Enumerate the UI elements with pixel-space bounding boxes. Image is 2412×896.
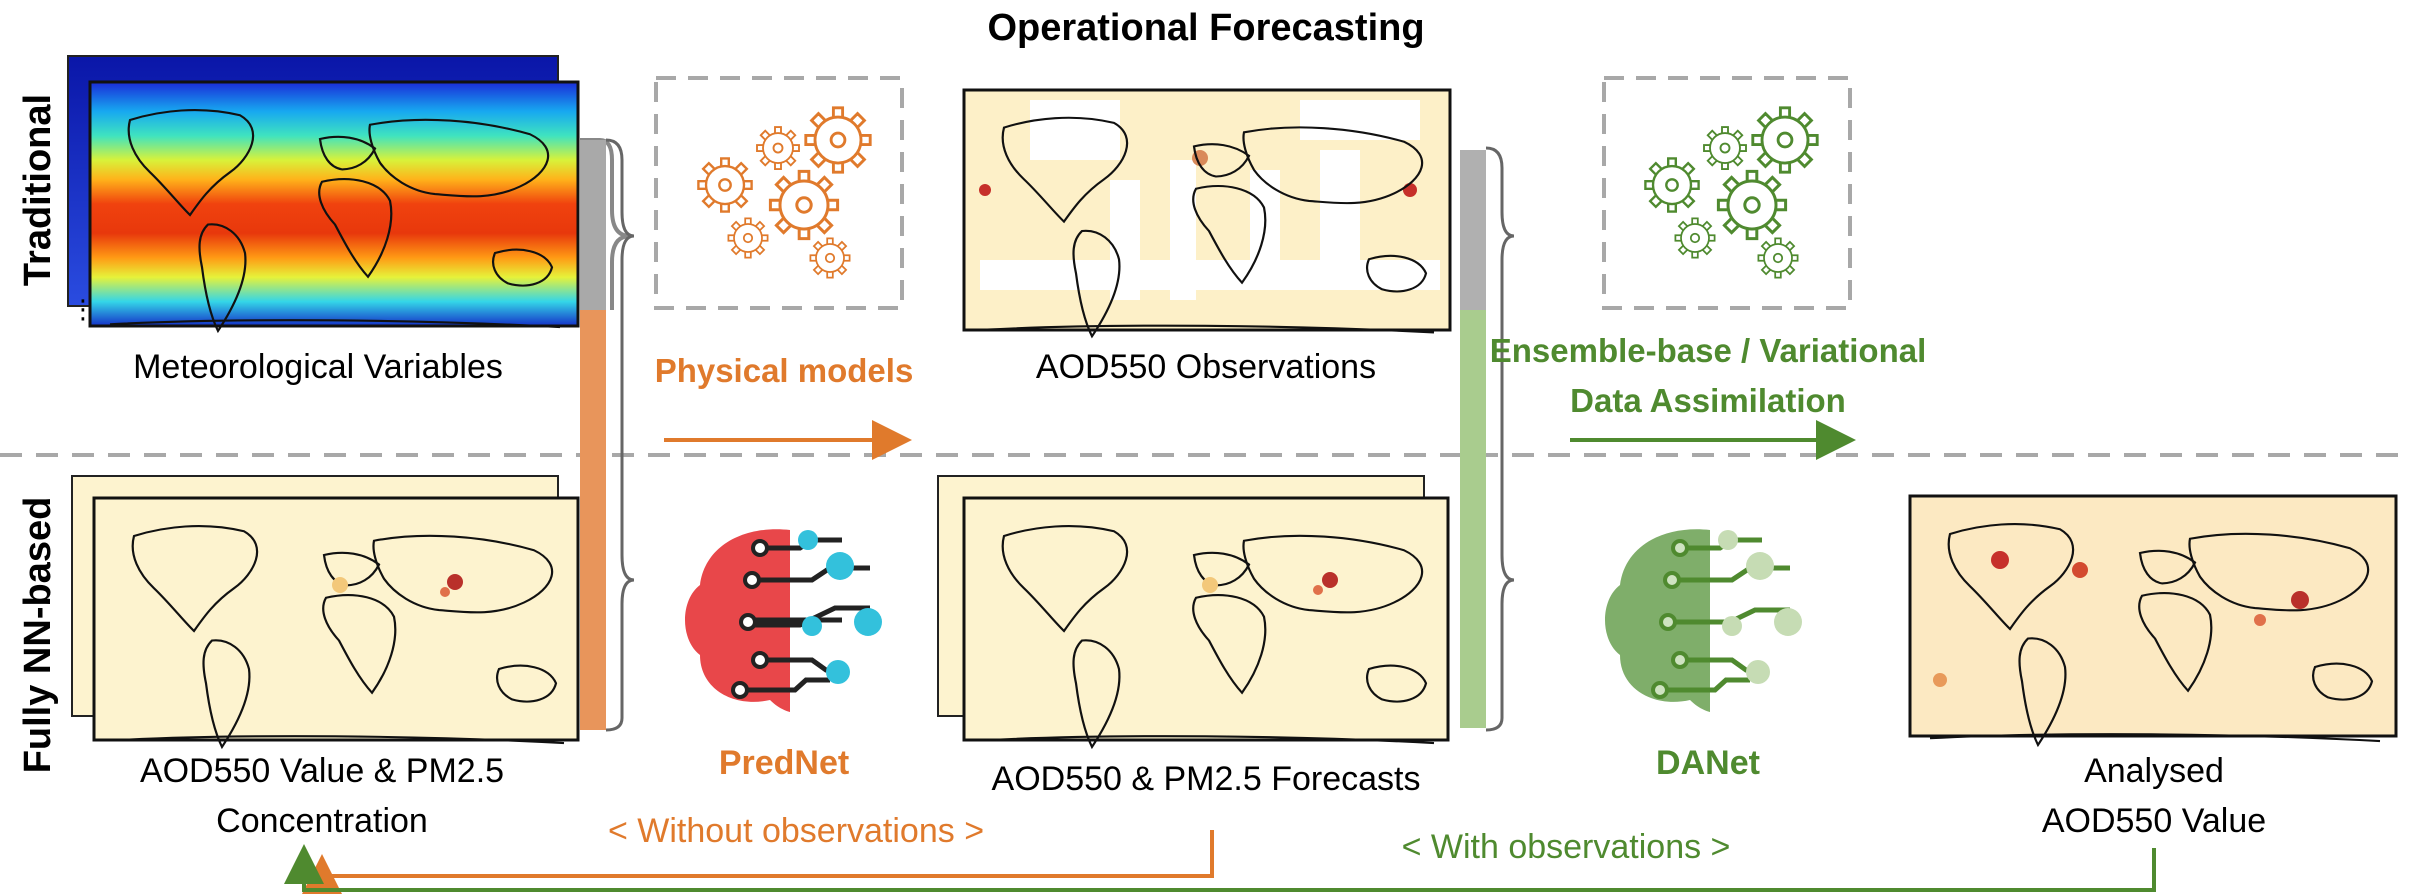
- svg-text:⋮: ⋮: [70, 294, 96, 324]
- gears-icon: [1644, 106, 1819, 279]
- label-aod550-observations: AOD550 Observations: [1036, 348, 1376, 386]
- label-meteorological-variables: Meteorological Variables: [133, 348, 503, 386]
- label-prednet: PredNet: [719, 744, 849, 782]
- label-without-observations: < Without observations >: [608, 812, 984, 850]
- connector-bar-green: [1460, 310, 1486, 728]
- label-danet: DANet: [1656, 744, 1760, 782]
- label-data-assimilation-line1: Ensemble-base / Variational: [1490, 332, 1927, 369]
- brace-right-left: [605, 138, 635, 732]
- label-physical-models: Physical models: [655, 352, 914, 389]
- brace-gray-left: [580, 138, 631, 310]
- row-label-nn: Fully NN-based: [17, 497, 59, 774]
- aod550-observations-map: [962, 88, 1452, 338]
- label-aod550-pm25-line2: Concentration: [216, 802, 428, 840]
- data-assimilation-box: [1602, 76, 1852, 310]
- label-forecasts: AOD550 & PM2.5 Forecasts: [992, 760, 1421, 798]
- gears-icon: [697, 106, 872, 279]
- arrow-with-observations: [284, 844, 2156, 892]
- label-analysed-line2: AOD550 Value: [2042, 802, 2266, 840]
- brace-mid: [1485, 146, 1515, 732]
- brain-circuit-icon: [1605, 529, 1802, 712]
- label-with-observations: < With observations >: [1402, 828, 1731, 866]
- meteorological-variables-map: ⋮: [67, 55, 580, 333]
- connector-bar-gray-left: [580, 140, 606, 320]
- label-aod550-pm25-line1: AOD550 Value & PM2.5: [140, 752, 504, 790]
- forecasts-map: [937, 475, 1450, 749]
- brain-circuit-icon: [685, 529, 882, 712]
- row-label-traditional: Traditional: [17, 94, 59, 286]
- label-data-assimilation-line2: Data Assimilation: [1570, 382, 1846, 419]
- analysed-aod550-map: [1908, 494, 2398, 747]
- physical-models-box: [654, 76, 904, 310]
- page-title: Operational Forecasting: [987, 7, 1424, 49]
- label-analysed-line1: Analysed: [2084, 752, 2224, 790]
- connector-bar-orange: [580, 310, 606, 730]
- aod550-pm25-map: [71, 475, 580, 749]
